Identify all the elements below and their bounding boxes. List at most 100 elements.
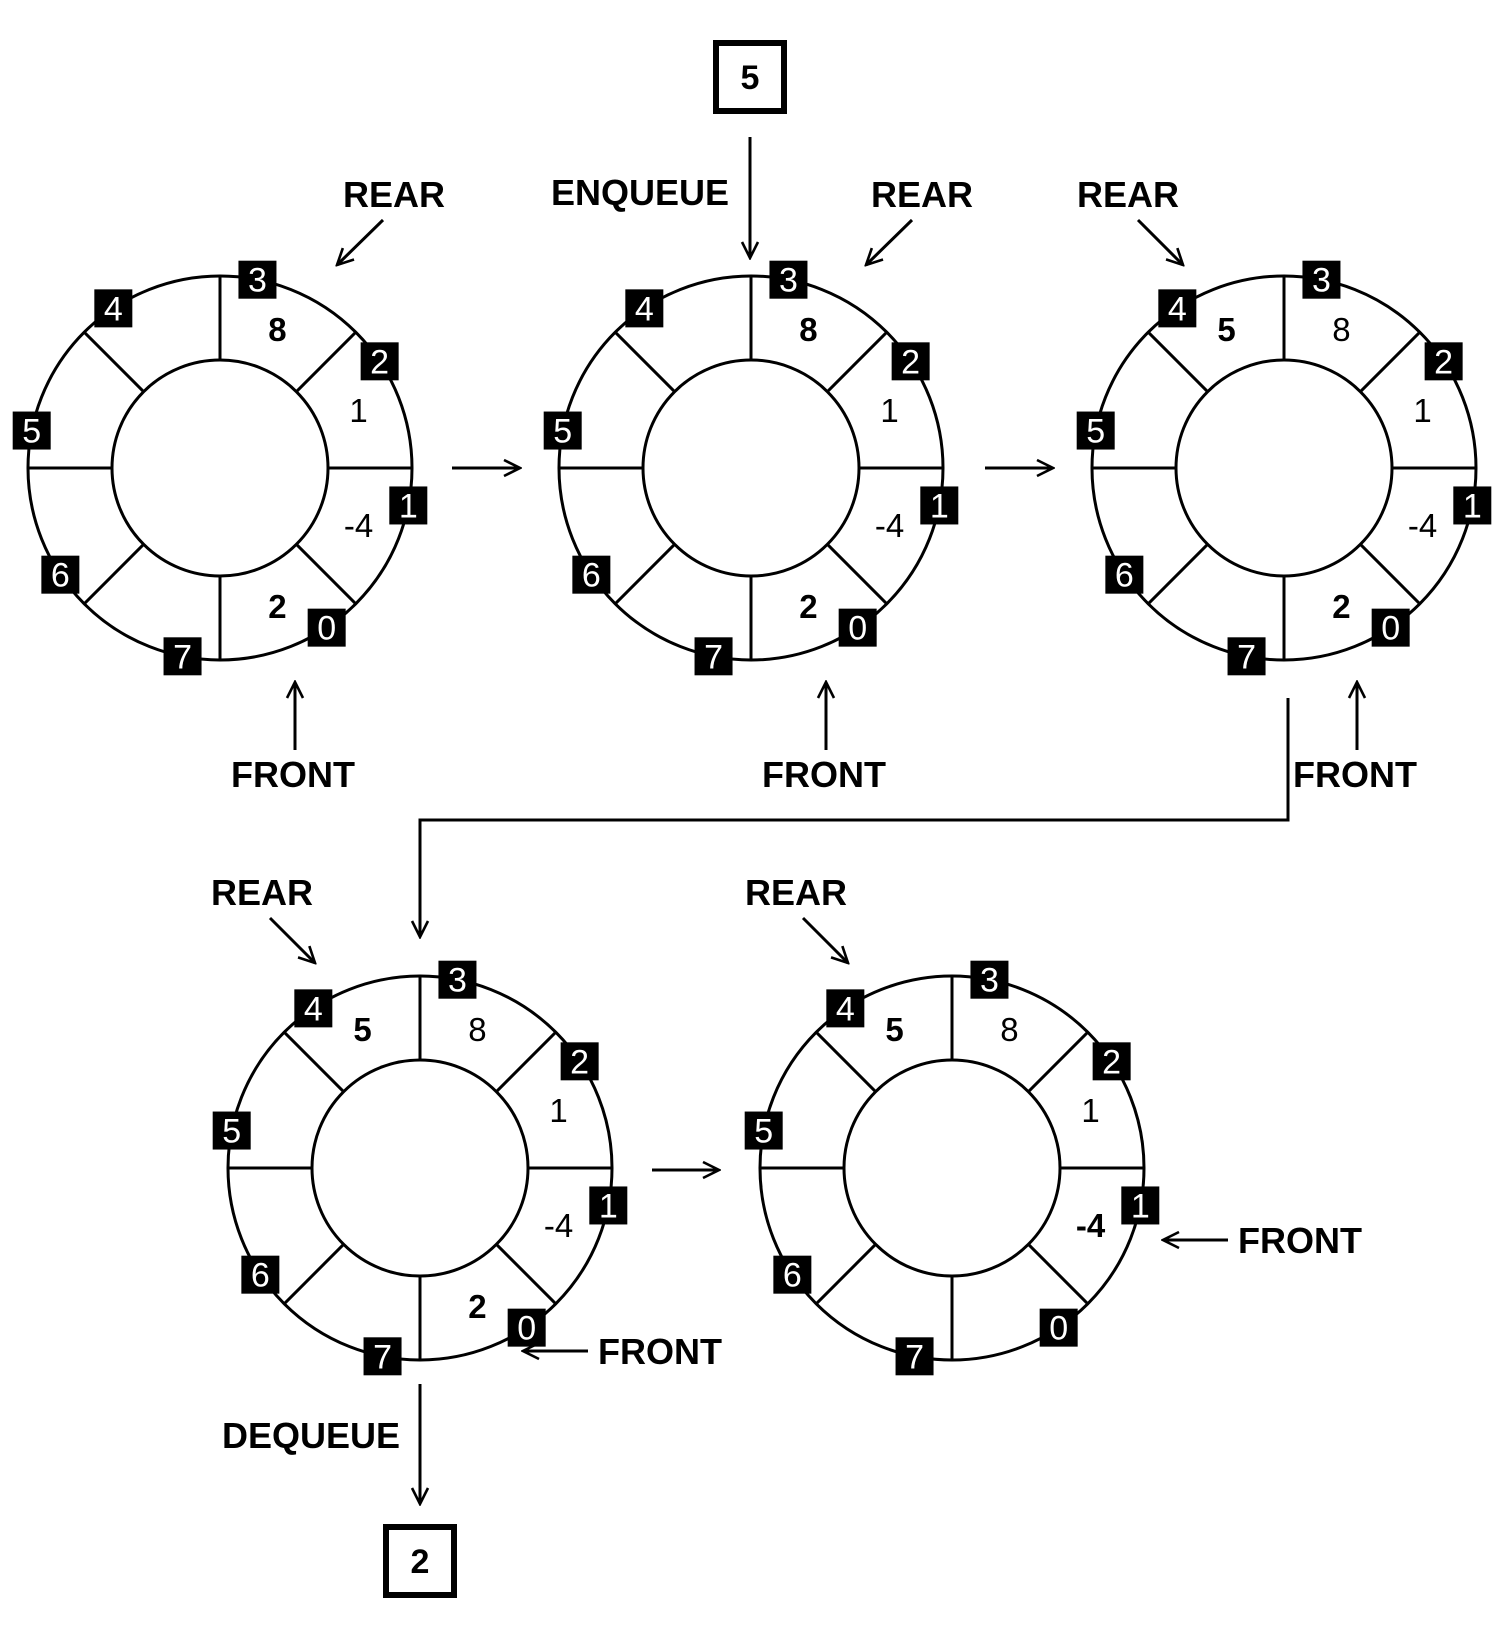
slot-divider — [295, 331, 357, 393]
slot-index: 6 — [51, 557, 70, 595]
slot-index: 7 — [173, 638, 192, 676]
slot-index: 7 — [704, 638, 723, 676]
slot-index-badge — [1424, 342, 1463, 381]
slot-index-badge — [895, 1337, 934, 1376]
slot-index-badge — [891, 342, 930, 381]
slot-index: 7 — [905, 1338, 924, 1376]
slot-value: 8 — [268, 311, 286, 348]
slot-index: 6 — [582, 557, 601, 595]
slot-index: 2 — [1102, 1043, 1121, 1081]
slot-index: 0 — [317, 610, 336, 648]
slot-index-badge — [241, 1255, 280, 1294]
slot-index-badge — [1121, 1186, 1160, 1225]
slot-index: 5 — [222, 1113, 241, 1151]
slot-index-badge — [12, 411, 51, 450]
slot-index: 4 — [304, 990, 323, 1028]
slot-value: -4 — [344, 507, 373, 544]
slot-divider — [826, 543, 888, 605]
slot-index: 3 — [448, 962, 467, 1000]
slot-index-badge — [94, 289, 133, 328]
slot-divider — [1027, 1243, 1089, 1305]
slot-index: 0 — [1049, 1310, 1068, 1348]
slot-index-badge — [1158, 289, 1197, 328]
slot-divider — [614, 543, 676, 605]
slot-divider — [283, 1243, 345, 1305]
slot-index-badge — [389, 486, 428, 525]
slot-value: 1 — [880, 392, 898, 429]
slot-index-badge — [1092, 1042, 1131, 1081]
slot-index: 1 — [399, 487, 418, 525]
slot-index-badge — [163, 637, 202, 676]
rear-label-2: REAR — [871, 174, 973, 215]
slot-index: 3 — [779, 262, 798, 300]
slot-value: 2 — [799, 588, 817, 625]
slot-index: 3 — [980, 962, 999, 1000]
slot-divider — [1359, 331, 1421, 393]
slot-index: 0 — [848, 610, 867, 648]
slot-index-badge — [1039, 1308, 1078, 1347]
slot-index-badge — [572, 555, 611, 594]
enqueue-value: 5 — [741, 59, 760, 97]
rear-arrow-3 — [1136, 218, 1183, 265]
slot-index-badge — [625, 289, 664, 328]
transition-arrow-3 — [420, 698, 1290, 937]
slot-index-badge — [694, 637, 733, 676]
rear-arrow-2 — [866, 218, 914, 265]
slot-index-badge — [838, 608, 877, 647]
front-label-2: FRONT — [762, 754, 886, 795]
slot-divider — [295, 543, 357, 605]
rear-label-3: REAR — [1077, 174, 1179, 215]
slot-index: 0 — [1381, 610, 1400, 648]
slot-index: 1 — [930, 487, 949, 525]
slot-divider — [1359, 543, 1421, 605]
slot-index-badge — [438, 960, 477, 999]
rear-label-4: REAR — [211, 872, 313, 913]
front-label-4: FRONT — [598, 1331, 722, 1372]
slot-index: 3 — [1312, 262, 1331, 300]
slot-value: 8 — [468, 1011, 486, 1048]
slot-index: 4 — [635, 290, 654, 328]
slot-index: 4 — [1168, 290, 1187, 328]
rear-label-5: REAR — [745, 872, 847, 913]
slot-divider — [495, 1243, 557, 1305]
slot-value: 5 — [353, 1011, 371, 1048]
slot-value: -4 — [875, 507, 904, 544]
front-label-1: FRONT — [231, 754, 355, 795]
slot-index: 1 — [1131, 1187, 1150, 1225]
slot-index: 2 — [901, 343, 920, 381]
slot-index: 1 — [599, 1187, 618, 1225]
rear-arrow-1 — [337, 218, 385, 265]
dequeue-label: DEQUEUE — [222, 1415, 400, 1456]
slot-index-badge — [1302, 260, 1341, 299]
slot-index: 5 — [1086, 413, 1105, 451]
slot-divider — [1147, 543, 1209, 605]
slot-index: 4 — [104, 290, 123, 328]
enqueue-label: ENQUEUE — [551, 172, 729, 213]
slot-index-badge — [507, 1308, 546, 1347]
slot-value: 8 — [799, 311, 817, 348]
slot-index-badge — [560, 1042, 599, 1081]
slot-value: -4 — [1408, 507, 1437, 544]
slot-index-badge — [769, 260, 808, 299]
slot-index-badge — [1453, 486, 1492, 525]
ring-inner — [110, 358, 330, 578]
slot-index-badge — [41, 555, 80, 594]
slot-divider — [1027, 1031, 1089, 1093]
slot-divider — [815, 1031, 877, 1093]
slot-value: 2 — [468, 1288, 486, 1325]
front-label-5: FRONT — [1238, 1220, 1362, 1261]
slot-index: 0 — [517, 1310, 536, 1348]
slot-index: 2 — [570, 1043, 589, 1081]
slot-value: 8 — [1000, 1011, 1018, 1048]
dequeue-value: 2 — [411, 1543, 430, 1581]
slot-index-badge — [744, 1111, 783, 1150]
slot-value: -4 — [1076, 1207, 1106, 1244]
slot-divider — [283, 1031, 345, 1093]
slot-index-badge — [970, 960, 1009, 999]
slot-index: 5 — [553, 413, 572, 451]
rear-arrow-5 — [801, 916, 848, 963]
